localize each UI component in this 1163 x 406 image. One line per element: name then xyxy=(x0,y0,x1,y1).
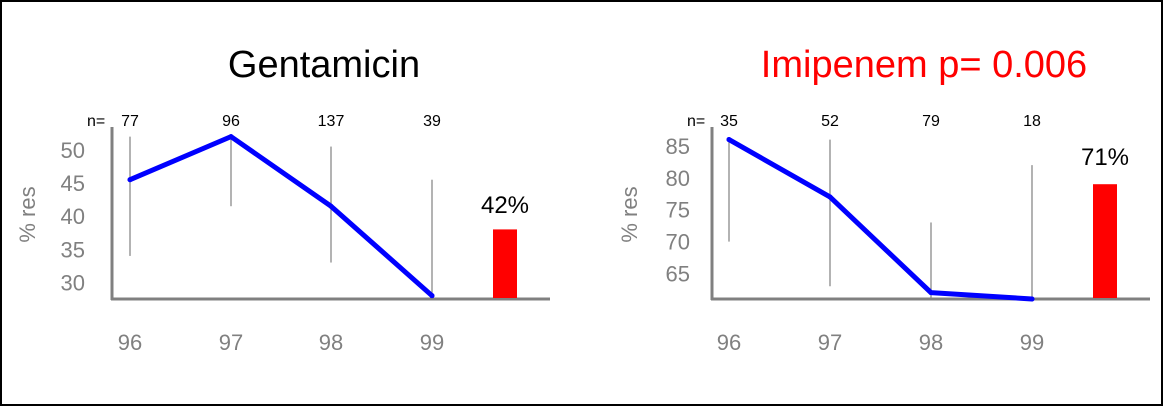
y-axis-label: % res xyxy=(617,186,642,242)
x-tick-label: 97 xyxy=(219,330,243,355)
y-tick-label: 65 xyxy=(666,261,690,286)
y-tick-label: 35 xyxy=(61,237,85,262)
n-prefix-label: n= xyxy=(87,113,105,130)
series-line xyxy=(127,134,435,299)
x-tick-label: 98 xyxy=(919,330,943,355)
summary-bar-label: 71% xyxy=(1081,144,1129,171)
n-label: 77 xyxy=(121,113,139,130)
data-point xyxy=(429,293,435,299)
summary-bar-label: 42% xyxy=(481,192,529,219)
y-tick-label: 50 xyxy=(61,138,85,163)
data-point xyxy=(127,177,133,183)
data-point xyxy=(827,194,833,200)
y-tick-label: 40 xyxy=(61,204,85,229)
n-label: 137 xyxy=(318,113,345,130)
chart-title: Imipenem p= 0.006 xyxy=(761,44,1087,86)
n-label: 96 xyxy=(222,113,240,130)
y-tick-label: 75 xyxy=(666,198,690,223)
y-tick-label: 30 xyxy=(61,270,85,295)
n-label: 35 xyxy=(720,113,738,130)
data-point xyxy=(228,134,234,140)
data-point xyxy=(328,203,334,209)
n-label: 52 xyxy=(821,113,839,130)
data-point xyxy=(726,137,732,143)
chart-2: Imipenem p= 0.006 % res 85 80 75 70 65 96 97 98 99… xyxy=(617,44,1150,355)
y-tick-label: 85 xyxy=(666,134,690,159)
chart-title: Gentamicin xyxy=(228,44,420,86)
x-tick-label: 96 xyxy=(118,330,142,355)
chart-1: Gentamicin % res 50 45 40 35 30 96 97 98 99 n= 77 96 1… xyxy=(15,44,550,355)
series-line xyxy=(726,137,1035,302)
y-axis-label: % res xyxy=(15,186,40,242)
x-tick-label: 98 xyxy=(319,330,343,355)
y-tick-label: 80 xyxy=(666,166,690,191)
x-tick-label: 99 xyxy=(420,330,444,355)
x-tick-label: 99 xyxy=(1020,330,1044,355)
n-label: 79 xyxy=(922,113,940,130)
n-prefix-label: n= xyxy=(687,113,705,130)
n-label: 39 xyxy=(423,113,441,130)
y-tick-label: 70 xyxy=(666,230,690,255)
x-tick-label: 97 xyxy=(818,330,842,355)
summary-bar xyxy=(1093,184,1117,298)
summary-bar xyxy=(493,229,517,298)
n-label: 18 xyxy=(1023,113,1041,130)
data-point xyxy=(928,290,934,296)
y-tick-label: 45 xyxy=(61,171,85,196)
x-tick-label: 96 xyxy=(717,330,741,355)
data-point xyxy=(1029,296,1035,302)
